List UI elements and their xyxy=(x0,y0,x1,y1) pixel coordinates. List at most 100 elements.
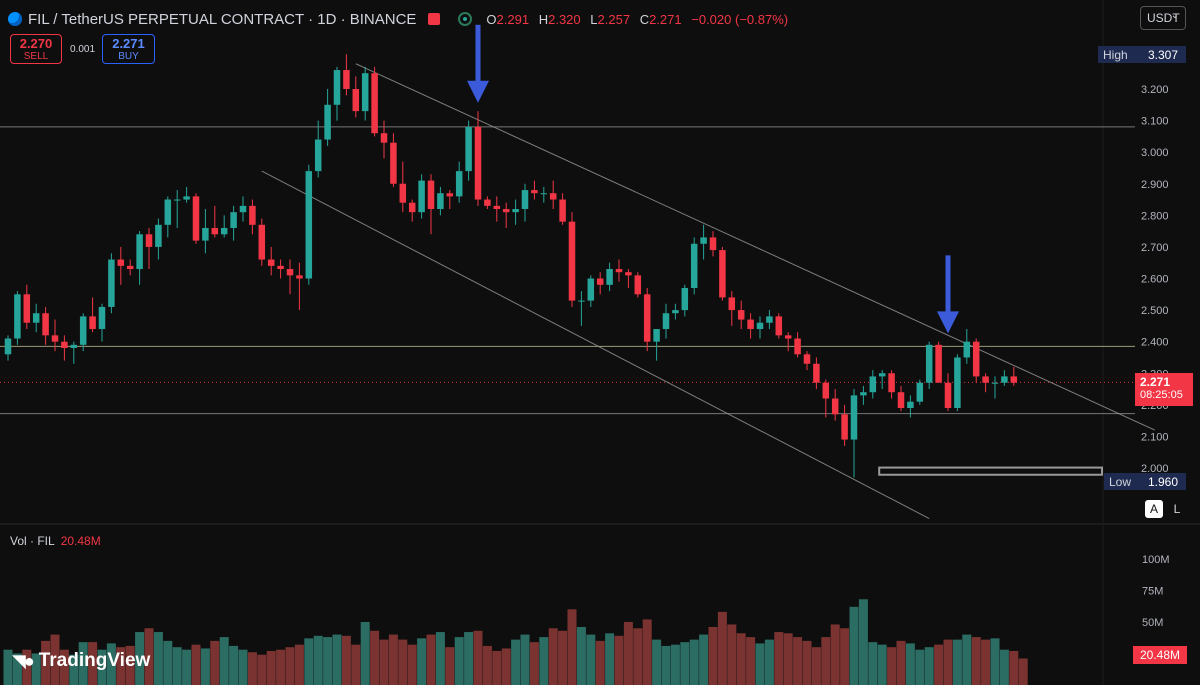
candle-body xyxy=(427,180,435,210)
candle-body xyxy=(982,376,989,383)
volume-bar xyxy=(689,639,699,685)
volume-bar xyxy=(116,647,126,685)
volume-bar xyxy=(88,642,98,685)
candle xyxy=(4,335,12,361)
volume-bar xyxy=(981,639,991,685)
candle-body xyxy=(784,335,792,339)
sell-button[interactable]: 2.270 SELL xyxy=(10,34,62,64)
volume-bar xyxy=(313,635,323,685)
market-status-icon xyxy=(428,13,441,25)
candle-body xyxy=(164,199,172,225)
candle-body xyxy=(972,341,980,377)
candle xyxy=(502,202,510,228)
low-tag-label: Low xyxy=(1109,475,1132,489)
volume-bar xyxy=(135,632,145,685)
candle-body xyxy=(314,139,322,172)
candle-body xyxy=(79,316,87,345)
candle-body xyxy=(192,196,200,241)
candle-body xyxy=(596,278,604,285)
volume-bar xyxy=(746,637,756,685)
volume-legend: Vol · FIL 20.48M xyxy=(10,534,101,548)
trendline xyxy=(261,170,930,519)
auto-scale-button[interactable]: A xyxy=(1145,500,1163,518)
candle-body xyxy=(286,269,294,276)
buy-price: 2.271 xyxy=(112,36,145,51)
last-price-tag: 2.271 08:25:05 xyxy=(1135,373,1193,406)
candle xyxy=(32,303,40,333)
symbol-title[interactable]: FIL / TetherUS PERPETUAL CONTRACT · 1D ·… xyxy=(28,10,417,28)
candle-body xyxy=(897,392,905,408)
candle-body xyxy=(869,376,877,393)
candle xyxy=(408,199,416,222)
candle xyxy=(446,190,454,210)
candle xyxy=(474,111,482,206)
volume-bar xyxy=(341,635,351,685)
candle xyxy=(361,66,369,121)
visibility-eye-icon[interactable] xyxy=(458,12,473,26)
volume-bar xyxy=(670,644,680,685)
volume-bar xyxy=(332,634,342,685)
candle-body xyxy=(709,237,717,251)
volume-bar xyxy=(962,634,972,685)
candle-body xyxy=(1010,376,1018,383)
candle-body xyxy=(916,382,924,402)
y-tick-label: 3.200 xyxy=(1141,84,1169,96)
volume-tick-label: 75M xyxy=(1142,585,1163,597)
volume-bar xyxy=(78,642,88,685)
candle xyxy=(540,186,548,203)
candle-body xyxy=(418,180,425,213)
candle-body xyxy=(690,243,698,288)
volume-bar xyxy=(877,644,887,685)
volume-bar xyxy=(172,647,182,685)
tradingview-logo-icon: ◥● xyxy=(12,650,35,671)
candle-body xyxy=(850,395,858,440)
high-value: 2.320 xyxy=(548,11,581,27)
spread-value: 0.001 xyxy=(70,44,96,55)
candle-body xyxy=(794,338,801,355)
candle-body xyxy=(380,133,388,143)
candle-body xyxy=(230,212,237,228)
high-tag-label: High xyxy=(1103,48,1128,62)
volume-bar xyxy=(435,632,445,685)
candle-body xyxy=(907,401,914,408)
volume-bar xyxy=(567,609,577,685)
buy-button[interactable]: 2.271 BUY xyxy=(102,34,155,64)
candle xyxy=(484,196,491,210)
candle xyxy=(465,120,472,181)
tradingview-brand[interactable]: ◥● TradingView xyxy=(12,650,150,672)
candle xyxy=(643,287,651,352)
candle xyxy=(737,300,745,330)
log-scale-button[interactable]: L xyxy=(1173,502,1181,516)
currency-select[interactable]: USDT ⌄ xyxy=(1140,6,1186,30)
candle xyxy=(512,199,519,225)
candle-body xyxy=(502,209,510,213)
candle-body xyxy=(540,193,548,195)
low-label: L xyxy=(590,11,598,27)
change-value: −0.020 (−0.87%) xyxy=(691,11,789,27)
candle xyxy=(794,332,801,358)
candle xyxy=(935,341,942,383)
candle-body xyxy=(399,183,407,203)
candle xyxy=(42,306,49,345)
candle-body xyxy=(643,294,651,342)
candle xyxy=(766,310,773,330)
candle xyxy=(878,370,886,390)
candle xyxy=(61,335,68,361)
candle-body xyxy=(521,190,529,210)
volume-bar xyxy=(793,637,803,685)
candle xyxy=(747,313,754,339)
candle xyxy=(963,329,971,364)
volume-bar xyxy=(59,649,69,685)
y-tick-label: 2.600 xyxy=(1141,274,1169,286)
volume-bar xyxy=(360,621,370,685)
candle xyxy=(841,404,848,446)
volume-bar xyxy=(398,639,408,685)
volume-bar xyxy=(31,653,41,685)
volume-bar xyxy=(727,624,737,685)
candle xyxy=(831,389,839,421)
volume-bar xyxy=(294,644,304,685)
candle xyxy=(98,303,106,342)
volume-tick-label: 50M xyxy=(1142,617,1163,629)
chart-header: FIL / TetherUS PERPETUAL CONTRACT · 1D ·… xyxy=(8,8,794,30)
